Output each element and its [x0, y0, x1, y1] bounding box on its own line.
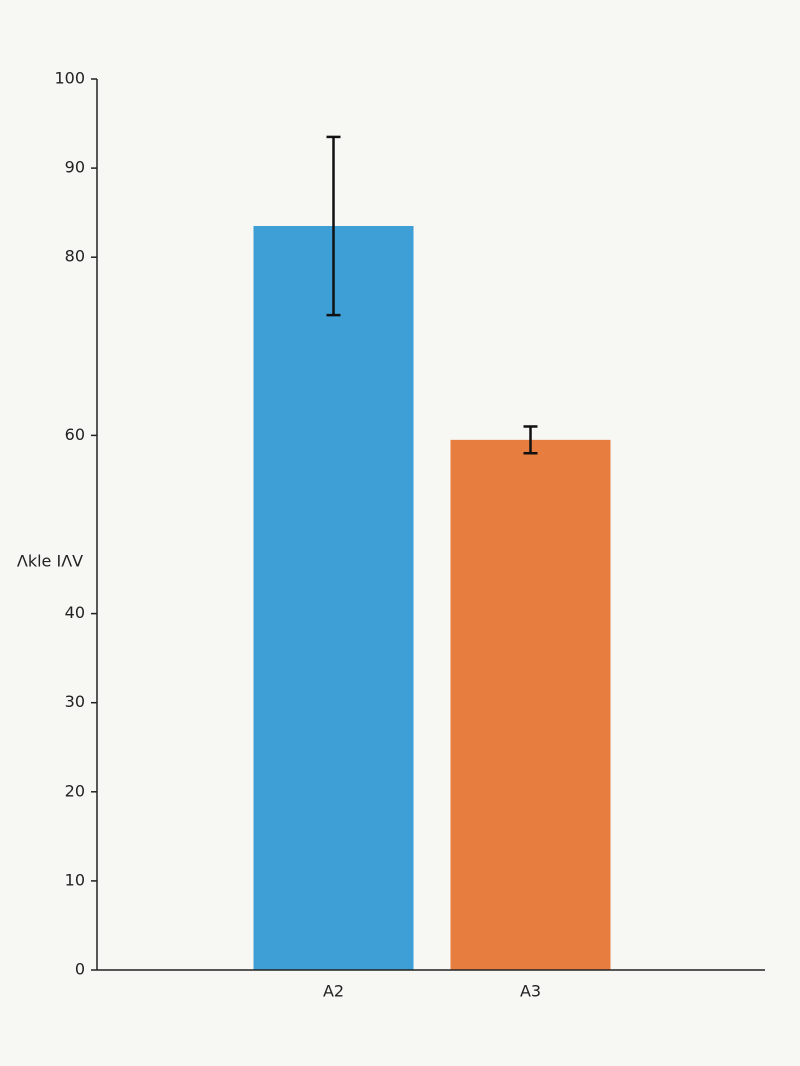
y-tick-label: 0: [75, 960, 85, 979]
y-tick-label: 10: [65, 870, 85, 889]
y-tick-label: 60: [65, 425, 85, 444]
y-tick-label: 20: [65, 781, 85, 800]
bar: [450, 439, 611, 971]
bar: [253, 226, 414, 970]
y-tick-label: 40: [65, 603, 85, 622]
x-tick-label: A3: [520, 982, 541, 1001]
y-tick-label: 100: [54, 69, 85, 88]
x-tick-label: A2: [323, 982, 344, 1001]
y-axis-label: Λkle IΛV: [17, 552, 83, 571]
y-tick-label: 30: [65, 692, 85, 711]
y-tick-label: 90: [65, 158, 85, 177]
y-tick-label: 80: [65, 247, 85, 266]
